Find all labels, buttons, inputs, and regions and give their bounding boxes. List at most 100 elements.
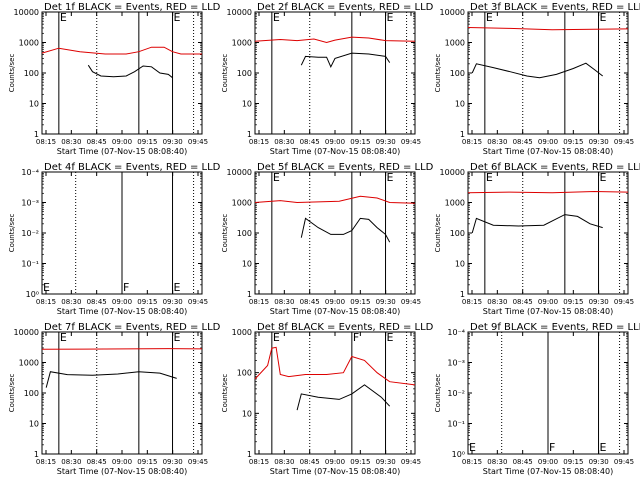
x-tick-label: 08:30 (61, 138, 81, 146)
y-tick-label: 1000 (19, 39, 39, 48)
series-line-events (45, 371, 177, 388)
x-tick-label: 09:45 (401, 138, 421, 146)
x-tick-label: 09:45 (188, 458, 208, 466)
y-axis-label: Counts/sec (221, 214, 229, 253)
y-tick-label: 1 (460, 130, 465, 139)
y-tick-label: 10 (29, 420, 39, 429)
y-tick-label: 10⁰ (26, 290, 39, 299)
x-tick-label: 09:15 (137, 298, 157, 306)
x-tick-label: 09:45 (614, 138, 634, 146)
x-axis-label: Start Time (07-Nov-15 08:08:40) (270, 307, 400, 316)
event-marker-label: E (273, 11, 280, 24)
event-marker-label: E (60, 331, 67, 344)
y-tick-label: 10⁻¹ (447, 420, 465, 429)
event-marker-label: E (174, 331, 181, 344)
chart-title: Det 8f BLACK = Events, RED = LLD (257, 322, 434, 333)
plot-frame (467, 11, 629, 135)
x-tick-label: 08:30 (61, 298, 81, 306)
x-tick-label: 08:45 (87, 138, 107, 146)
chart-title: Det 1f BLACK = Events, RED = LLD (44, 2, 221, 13)
x-tick-label: 08:15 (36, 298, 56, 306)
x-tick-label: 09:15 (563, 298, 583, 306)
y-tick-label: 10⁰ (452, 450, 465, 459)
x-tick-label: 09:15 (563, 458, 583, 466)
x-tick-label: 08:15 (462, 298, 482, 306)
x-axis-label: Start Time (07-Nov-15 08:08:40) (57, 147, 187, 156)
x-axis-label: Start Time (07-Nov-15 08:08:40) (57, 467, 187, 476)
event-marker-label: F (353, 331, 359, 344)
series-line-events (87, 64, 173, 79)
x-tick-label: 09:45 (188, 298, 208, 306)
y-tick-label: 10 (242, 100, 252, 109)
plot-frame (467, 171, 629, 295)
x-tick-label: 08:45 (87, 298, 107, 306)
series-line-lld (41, 46, 202, 55)
y-tick-label: 10000 (440, 8, 465, 17)
event-marker-label: E (486, 171, 493, 184)
x-tick-label: 09:45 (401, 298, 421, 306)
y-axis-label: Counts/sec (8, 54, 16, 93)
x-axis-label: Start Time (07-Nov-15 08:08:40) (270, 467, 400, 476)
series-line-lld (41, 348, 203, 350)
chart-panel-2: Det 2f BLACK = Events, RED = LLD 1 10 100 10… (221, 2, 434, 156)
x-tick-label: 08:45 (300, 298, 320, 306)
chart-title: Det 2f BLACK = Events, RED = LLD (257, 2, 434, 13)
chart-panel-1: Det 1f BLACK = Events, RED = LLD 1 10 100 10… (8, 2, 221, 156)
x-tick-label: 08:30 (274, 138, 294, 146)
series-line-lld (254, 346, 416, 386)
x-tick-label: 09:30 (163, 298, 183, 306)
plot-frame (254, 171, 416, 295)
y-axis-label: Counts/sec (434, 374, 442, 413)
x-axis-label: Start Time (07-Nov-15 08:08:40) (270, 147, 400, 156)
x-tick-label: 09:45 (401, 458, 421, 466)
series-line-lld (467, 190, 629, 194)
y-axis-label: Counts/sec (221, 374, 229, 413)
y-tick-label: 1000 (445, 199, 465, 208)
series-line-lld (467, 27, 629, 31)
plot-frame (41, 11, 203, 135)
series-line-events (300, 217, 391, 243)
event-marker-label: E (387, 331, 394, 344)
chart-title: Det 3f BLACK = Events, RED = LLD (470, 2, 640, 13)
x-tick-label: 09:00 (112, 138, 132, 146)
chart-title: Det 6f BLACK = Events, RED = LLD (470, 162, 640, 173)
x-tick-label: 08:30 (274, 458, 294, 466)
y-tick-label: 10⁻³ (447, 359, 465, 368)
event-marker-label: E (486, 11, 493, 24)
x-tick-label: 09:00 (538, 458, 558, 466)
y-tick-label: 10 (242, 260, 252, 269)
chart-title: Det 4f BLACK = Events, RED = LLD (44, 162, 221, 173)
event-marker-label: E (60, 11, 67, 24)
y-tick-label: 1 (247, 130, 252, 139)
y-tick-label: 100 (450, 229, 465, 238)
x-tick-label: 08:45 (300, 458, 320, 466)
x-tick-label: 08:45 (513, 458, 533, 466)
y-tick-label: 10 (242, 409, 252, 418)
y-axis-label: Counts/sec (8, 214, 16, 253)
y-tick-label: 1 (247, 450, 252, 459)
x-tick-label: 08:15 (249, 138, 269, 146)
y-tick-label: 100 (450, 69, 465, 78)
series-line-events (300, 52, 391, 68)
x-tick-label: 09:45 (188, 138, 208, 146)
event-marker-label: E (174, 281, 181, 294)
x-tick-label: 09:30 (589, 298, 609, 306)
x-tick-label: 09:15 (137, 458, 157, 466)
y-tick-label: 100 (237, 369, 252, 378)
series-line-events (471, 62, 604, 79)
chart-title: Det 9f BLACK = Events, RED = LLD (470, 322, 640, 333)
x-tick-label: 09:30 (163, 138, 183, 146)
x-tick-label: 08:15 (249, 458, 269, 466)
x-tick-label: 09:30 (376, 458, 396, 466)
x-tick-label: 08:45 (87, 458, 107, 466)
x-tick-label: 08:15 (36, 458, 56, 466)
plot-frame (254, 11, 416, 135)
y-tick-label: 10000 (14, 328, 39, 337)
x-tick-label: 09:00 (112, 458, 132, 466)
x-tick-label: 09:00 (325, 138, 345, 146)
x-axis-label: Start Time (07-Nov-15 08:08:40) (483, 467, 613, 476)
y-tick-label: 10⁻¹ (21, 260, 39, 269)
y-tick-label: 10000 (227, 168, 252, 177)
x-tick-label: 09:30 (589, 458, 609, 466)
x-tick-label: 08:15 (462, 458, 482, 466)
